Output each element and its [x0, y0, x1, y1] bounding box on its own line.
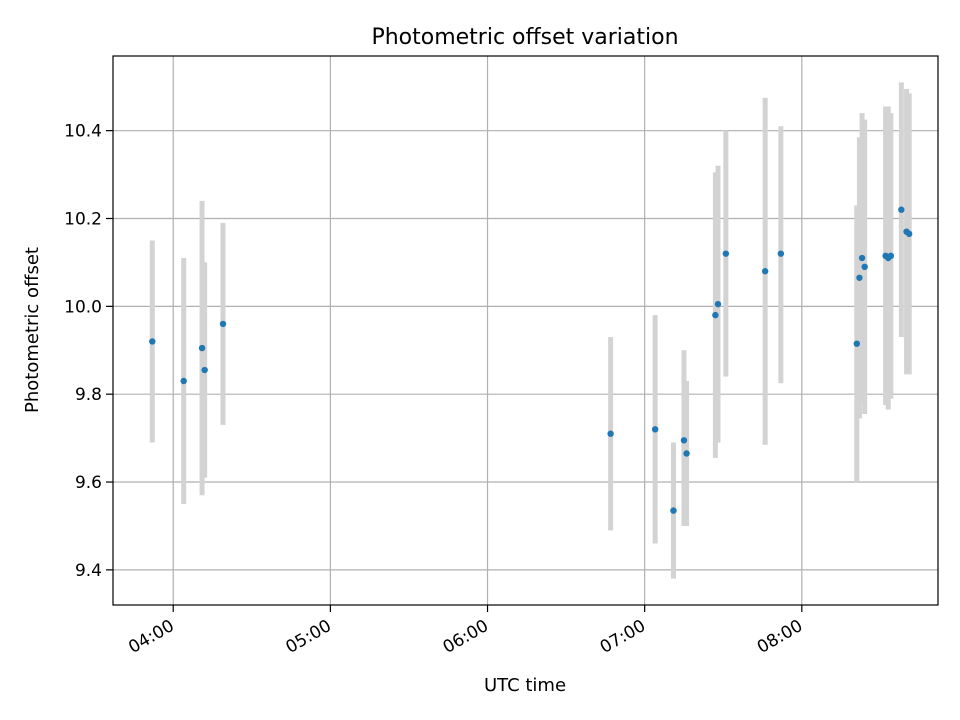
y-tick-label: 9.4 — [75, 561, 102, 581]
data-point — [607, 430, 614, 437]
chart-title: Photometric offset variation — [371, 25, 678, 50]
data-point — [712, 311, 719, 319]
x-tick-label: 04:00 — [125, 616, 177, 658]
data-point — [219, 320, 227, 328]
error-bars — [149, 82, 912, 579]
y-tick-label: 9.6 — [75, 473, 102, 493]
data-point — [761, 268, 769, 275]
data-point — [714, 300, 722, 308]
data-point — [861, 263, 868, 271]
plot-frame — [112, 55, 939, 606]
y-tick-label: 10.2 — [64, 210, 102, 230]
y-tick-label: 9.8 — [75, 385, 102, 405]
data-point — [683, 450, 690, 457]
data-point — [680, 437, 688, 444]
x-tick-label: 08:00 — [754, 616, 806, 658]
grid-lines — [113, 56, 938, 605]
data-point — [858, 254, 866, 262]
data-point — [149, 338, 156, 345]
x-tick-label: 05:00 — [282, 616, 334, 658]
data-points — [149, 206, 913, 514]
data-point — [180, 377, 187, 385]
x-tick-label: 07:00 — [597, 616, 649, 658]
x-tick-label: 06:00 — [440, 616, 492, 658]
data-point — [853, 340, 861, 347]
data-point — [198, 344, 206, 352]
y-axis-ticks: 9.4 9.6 9.8 10.0 10.2 10.4 — [64, 122, 113, 581]
y-tick-label: 10.0 — [64, 297, 102, 317]
y-axis-label: Photometric offset — [22, 247, 43, 413]
data-point — [777, 250, 785, 257]
y-tick-label: 10.4 — [64, 122, 102, 142]
data-point — [887, 252, 895, 260]
x-axis-ticks: 04:00 05:00 06:00 07:00 08:00 — [125, 605, 806, 658]
data-point — [898, 206, 905, 213]
data-point — [722, 250, 730, 257]
data-point — [856, 274, 863, 281]
x-axis-label: UTC time — [484, 675, 566, 696]
data-point — [201, 366, 208, 374]
data-point — [670, 507, 677, 514]
data-point — [651, 426, 659, 433]
data-point — [905, 230, 913, 238]
